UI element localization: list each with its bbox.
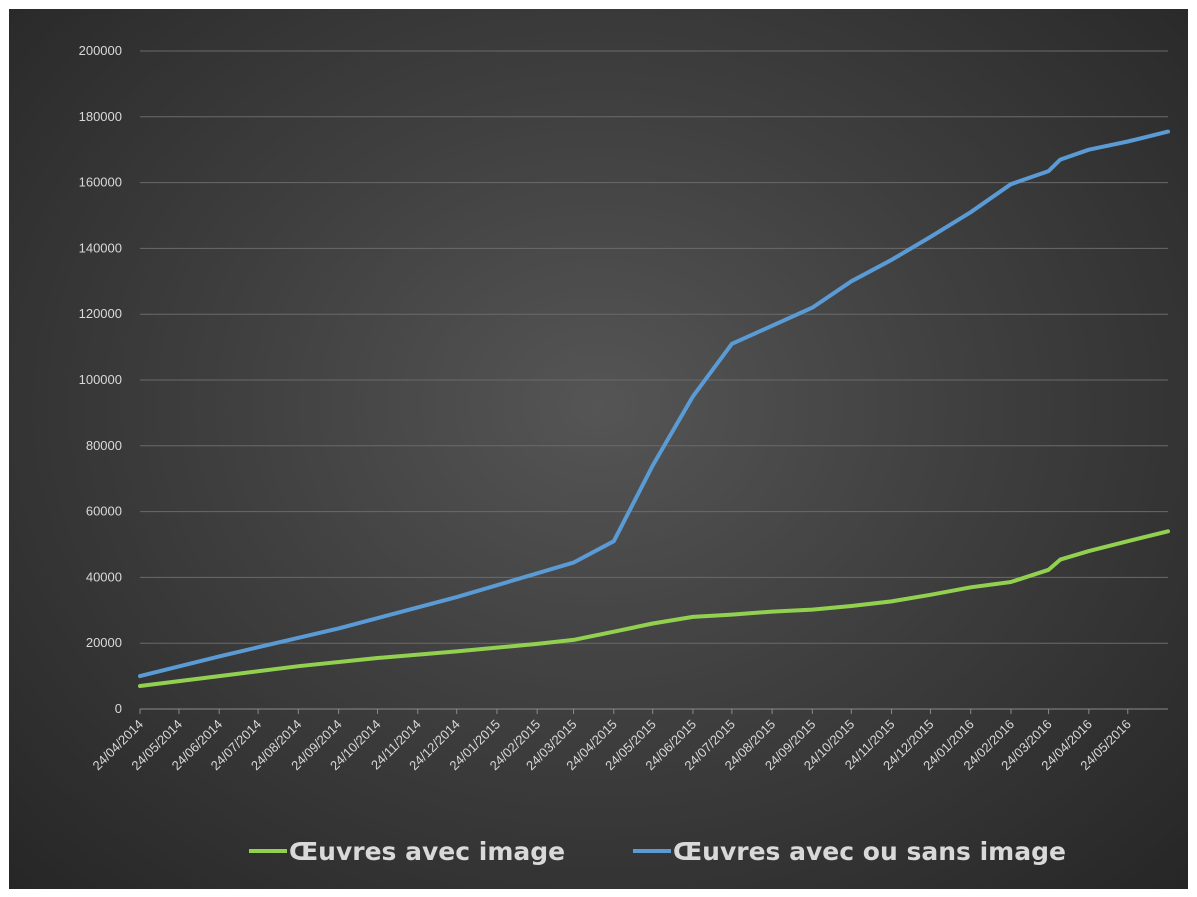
data-point [730, 342, 734, 346]
grid-lines [140, 50, 1168, 710]
y-tick-label: 160000 [79, 175, 122, 190]
y-tick-label: 120000 [79, 306, 122, 321]
series-lines [138, 129, 1170, 688]
data-point [810, 608, 814, 612]
data-point [810, 306, 814, 310]
data-point [1087, 148, 1091, 152]
data-point [1047, 568, 1051, 572]
series-line-2 [138, 129, 1170, 679]
data-point [1009, 182, 1013, 186]
data-point [730, 613, 734, 617]
data-point [1166, 130, 1170, 134]
data-point [1087, 549, 1091, 553]
chart-container: 0 20000 40000 60000 80000 100000 120000 140000 1… [9, 9, 1188, 889]
y-tick-label: 100000 [79, 372, 122, 387]
line-chart: 0 20000 40000 60000 80000 100000 120000 140000 1… [79, 43, 1170, 866]
y-tick-label: 20000 [86, 635, 122, 650]
data-point [612, 630, 616, 634]
data-point [455, 595, 459, 599]
data-point [969, 585, 973, 589]
data-point [691, 394, 695, 398]
data-point [572, 638, 576, 642]
data-point [138, 674, 142, 678]
y-tick-label: 200000 [79, 43, 122, 58]
data-point [455, 649, 459, 653]
data-point [535, 642, 539, 646]
data-point [770, 610, 774, 614]
data-point [752, 332, 756, 336]
data-point [337, 626, 341, 630]
data-point [1166, 529, 1170, 533]
data-point [890, 599, 894, 603]
data-point [296, 664, 300, 668]
data-point [572, 561, 576, 565]
data-point [849, 604, 853, 608]
y-tick-label: 0 [115, 701, 122, 716]
y-axis-ticks: 0 20000 40000 60000 80000 100000 120000 140000 1… [79, 43, 122, 716]
x-axis-ticks: 24/04/201424/05/201424/06/201424/07/2014… [89, 709, 1134, 773]
data-point [612, 539, 616, 543]
data-point [849, 279, 853, 283]
data-point [1009, 580, 1013, 584]
data-point [1126, 539, 1130, 543]
legend: Œuvres avec image Œuvres avec ou sans ima… [249, 837, 1066, 866]
data-point [691, 615, 695, 619]
data-point [651, 464, 655, 468]
data-point [890, 258, 894, 262]
legend-label: Œuvres avec ou sans image [673, 837, 1066, 866]
legend-label: Œuvres avec image [289, 837, 565, 866]
series-line-1 [138, 529, 1170, 688]
data-point [928, 593, 932, 597]
y-tick-label: 80000 [86, 438, 122, 453]
y-tick-label: 180000 [79, 109, 122, 124]
data-point [217, 674, 221, 678]
data-point [1058, 158, 1062, 162]
data-point [1126, 139, 1130, 143]
data-point [217, 654, 221, 658]
data-point [651, 621, 655, 625]
y-tick-label: 140000 [79, 240, 122, 255]
data-point [969, 210, 973, 214]
y-tick-label: 60000 [86, 504, 122, 519]
data-point [1058, 558, 1062, 562]
data-point [1047, 169, 1051, 173]
data-point [376, 656, 380, 660]
data-point [138, 684, 142, 688]
y-tick-label: 40000 [86, 569, 122, 584]
data-point [928, 235, 932, 239]
